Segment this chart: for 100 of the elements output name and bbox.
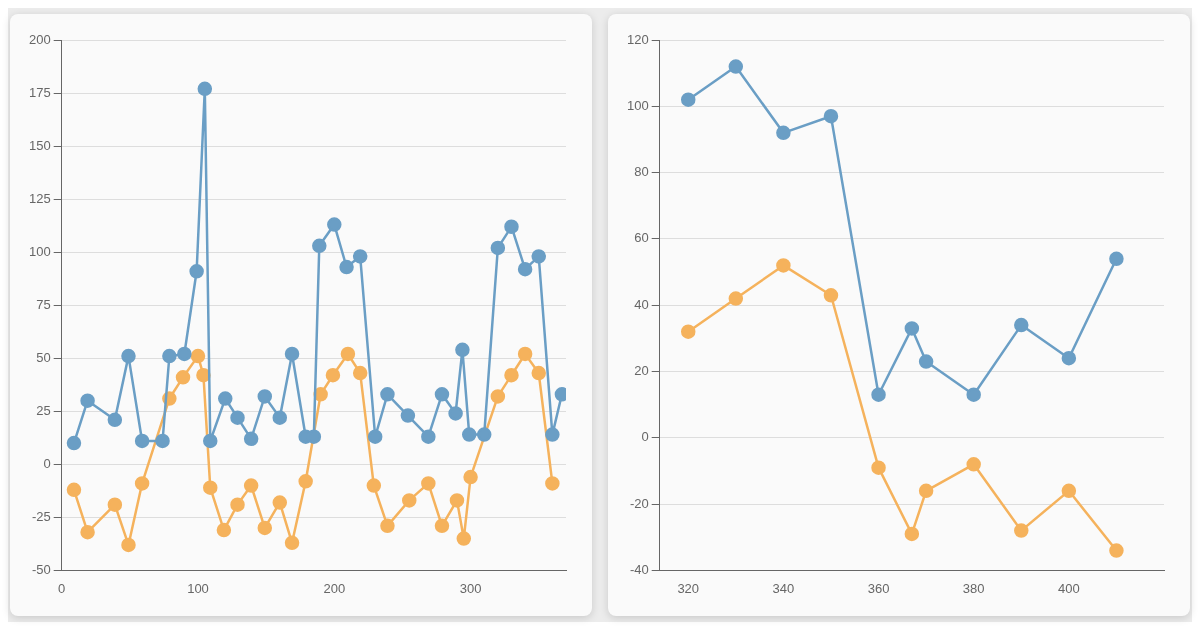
x-tick-label: 100	[187, 580, 209, 596]
point	[327, 217, 342, 232]
point	[1109, 251, 1124, 267]
x-tick-label: 0	[58, 580, 66, 596]
point	[257, 520, 273, 536]
point	[272, 410, 288, 425]
point	[434, 387, 450, 402]
point	[434, 518, 450, 534]
point	[490, 389, 506, 404]
point	[728, 291, 744, 306]
point	[449, 493, 465, 508]
point	[448, 406, 463, 421]
x-tick-label: 400	[1058, 580, 1080, 596]
point	[230, 410, 245, 425]
point	[66, 482, 82, 498]
point	[197, 81, 213, 97]
point	[284, 346, 300, 362]
x-tick-label: 360	[867, 580, 890, 596]
y-tick-label: 80	[634, 164, 649, 180]
point	[871, 387, 886, 402]
point	[313, 387, 328, 402]
point	[504, 367, 519, 383]
point	[162, 348, 177, 364]
point	[352, 365, 368, 381]
point	[904, 526, 920, 542]
point	[121, 348, 136, 364]
y-tick-label: -40	[629, 561, 649, 577]
point	[189, 264, 204, 279]
x-tick-label: 300	[459, 580, 482, 596]
point	[966, 387, 981, 402]
y-tick-label: 50	[36, 349, 51, 365]
y-tick-label: -20	[629, 495, 649, 511]
y-tick-label: 125	[28, 190, 51, 206]
point	[155, 433, 170, 449]
point	[216, 522, 232, 538]
y-tick-label: 200	[28, 31, 51, 47]
point	[823, 109, 839, 124]
point	[776, 125, 791, 141]
point	[966, 457, 981, 472]
point	[1014, 523, 1029, 538]
y-tick-label: 120	[626, 31, 649, 47]
point	[531, 365, 546, 381]
point	[776, 258, 791, 273]
point	[243, 478, 259, 493]
point	[918, 354, 934, 369]
point	[134, 476, 150, 491]
y-tick-label: 100	[626, 97, 649, 113]
point	[257, 389, 273, 404]
point	[134, 433, 150, 449]
point	[325, 367, 341, 383]
point	[517, 261, 533, 277]
point	[380, 518, 395, 534]
point	[1109, 543, 1124, 558]
point	[203, 433, 218, 449]
point	[175, 370, 191, 385]
point	[463, 469, 478, 485]
point	[517, 346, 533, 362]
point	[298, 474, 313, 489]
point	[352, 249, 368, 264]
y-tick-label: 60	[634, 230, 649, 246]
y-tick-label: 0	[43, 455, 51, 471]
x-tick-label: 320	[677, 580, 700, 596]
point	[545, 427, 560, 442]
point	[1061, 350, 1077, 366]
point	[367, 429, 383, 444]
point	[400, 408, 416, 423]
point	[80, 393, 95, 408]
point	[904, 321, 920, 336]
point	[461, 427, 477, 442]
point	[107, 497, 123, 512]
point	[312, 238, 327, 254]
y-tick-label: 75	[36, 296, 51, 312]
point	[243, 431, 259, 447]
point	[80, 524, 95, 540]
y-tick-label: -50	[31, 561, 51, 577]
y-tick-label: -25	[31, 508, 51, 524]
point	[121, 537, 136, 553]
point	[918, 483, 934, 499]
point	[421, 429, 436, 444]
point	[190, 348, 206, 364]
point	[456, 531, 472, 546]
y-tick-label: 40	[634, 296, 649, 312]
y-tick-label: 100	[28, 243, 51, 259]
point	[230, 497, 245, 512]
point	[339, 259, 354, 275]
point	[531, 249, 546, 264]
point	[284, 535, 300, 551]
point	[504, 219, 519, 234]
y-tick-label: 25	[36, 402, 51, 418]
point	[107, 412, 123, 428]
point	[66, 435, 82, 451]
point	[402, 493, 417, 508]
x-tick-label: 380	[962, 580, 985, 596]
y-tick-label: 20	[634, 363, 649, 379]
x-tick-label: 340	[772, 580, 795, 596]
point	[203, 480, 218, 495]
point	[1014, 317, 1029, 333]
point	[340, 346, 356, 362]
point	[380, 387, 395, 402]
y-tick-label: 150	[28, 137, 51, 153]
